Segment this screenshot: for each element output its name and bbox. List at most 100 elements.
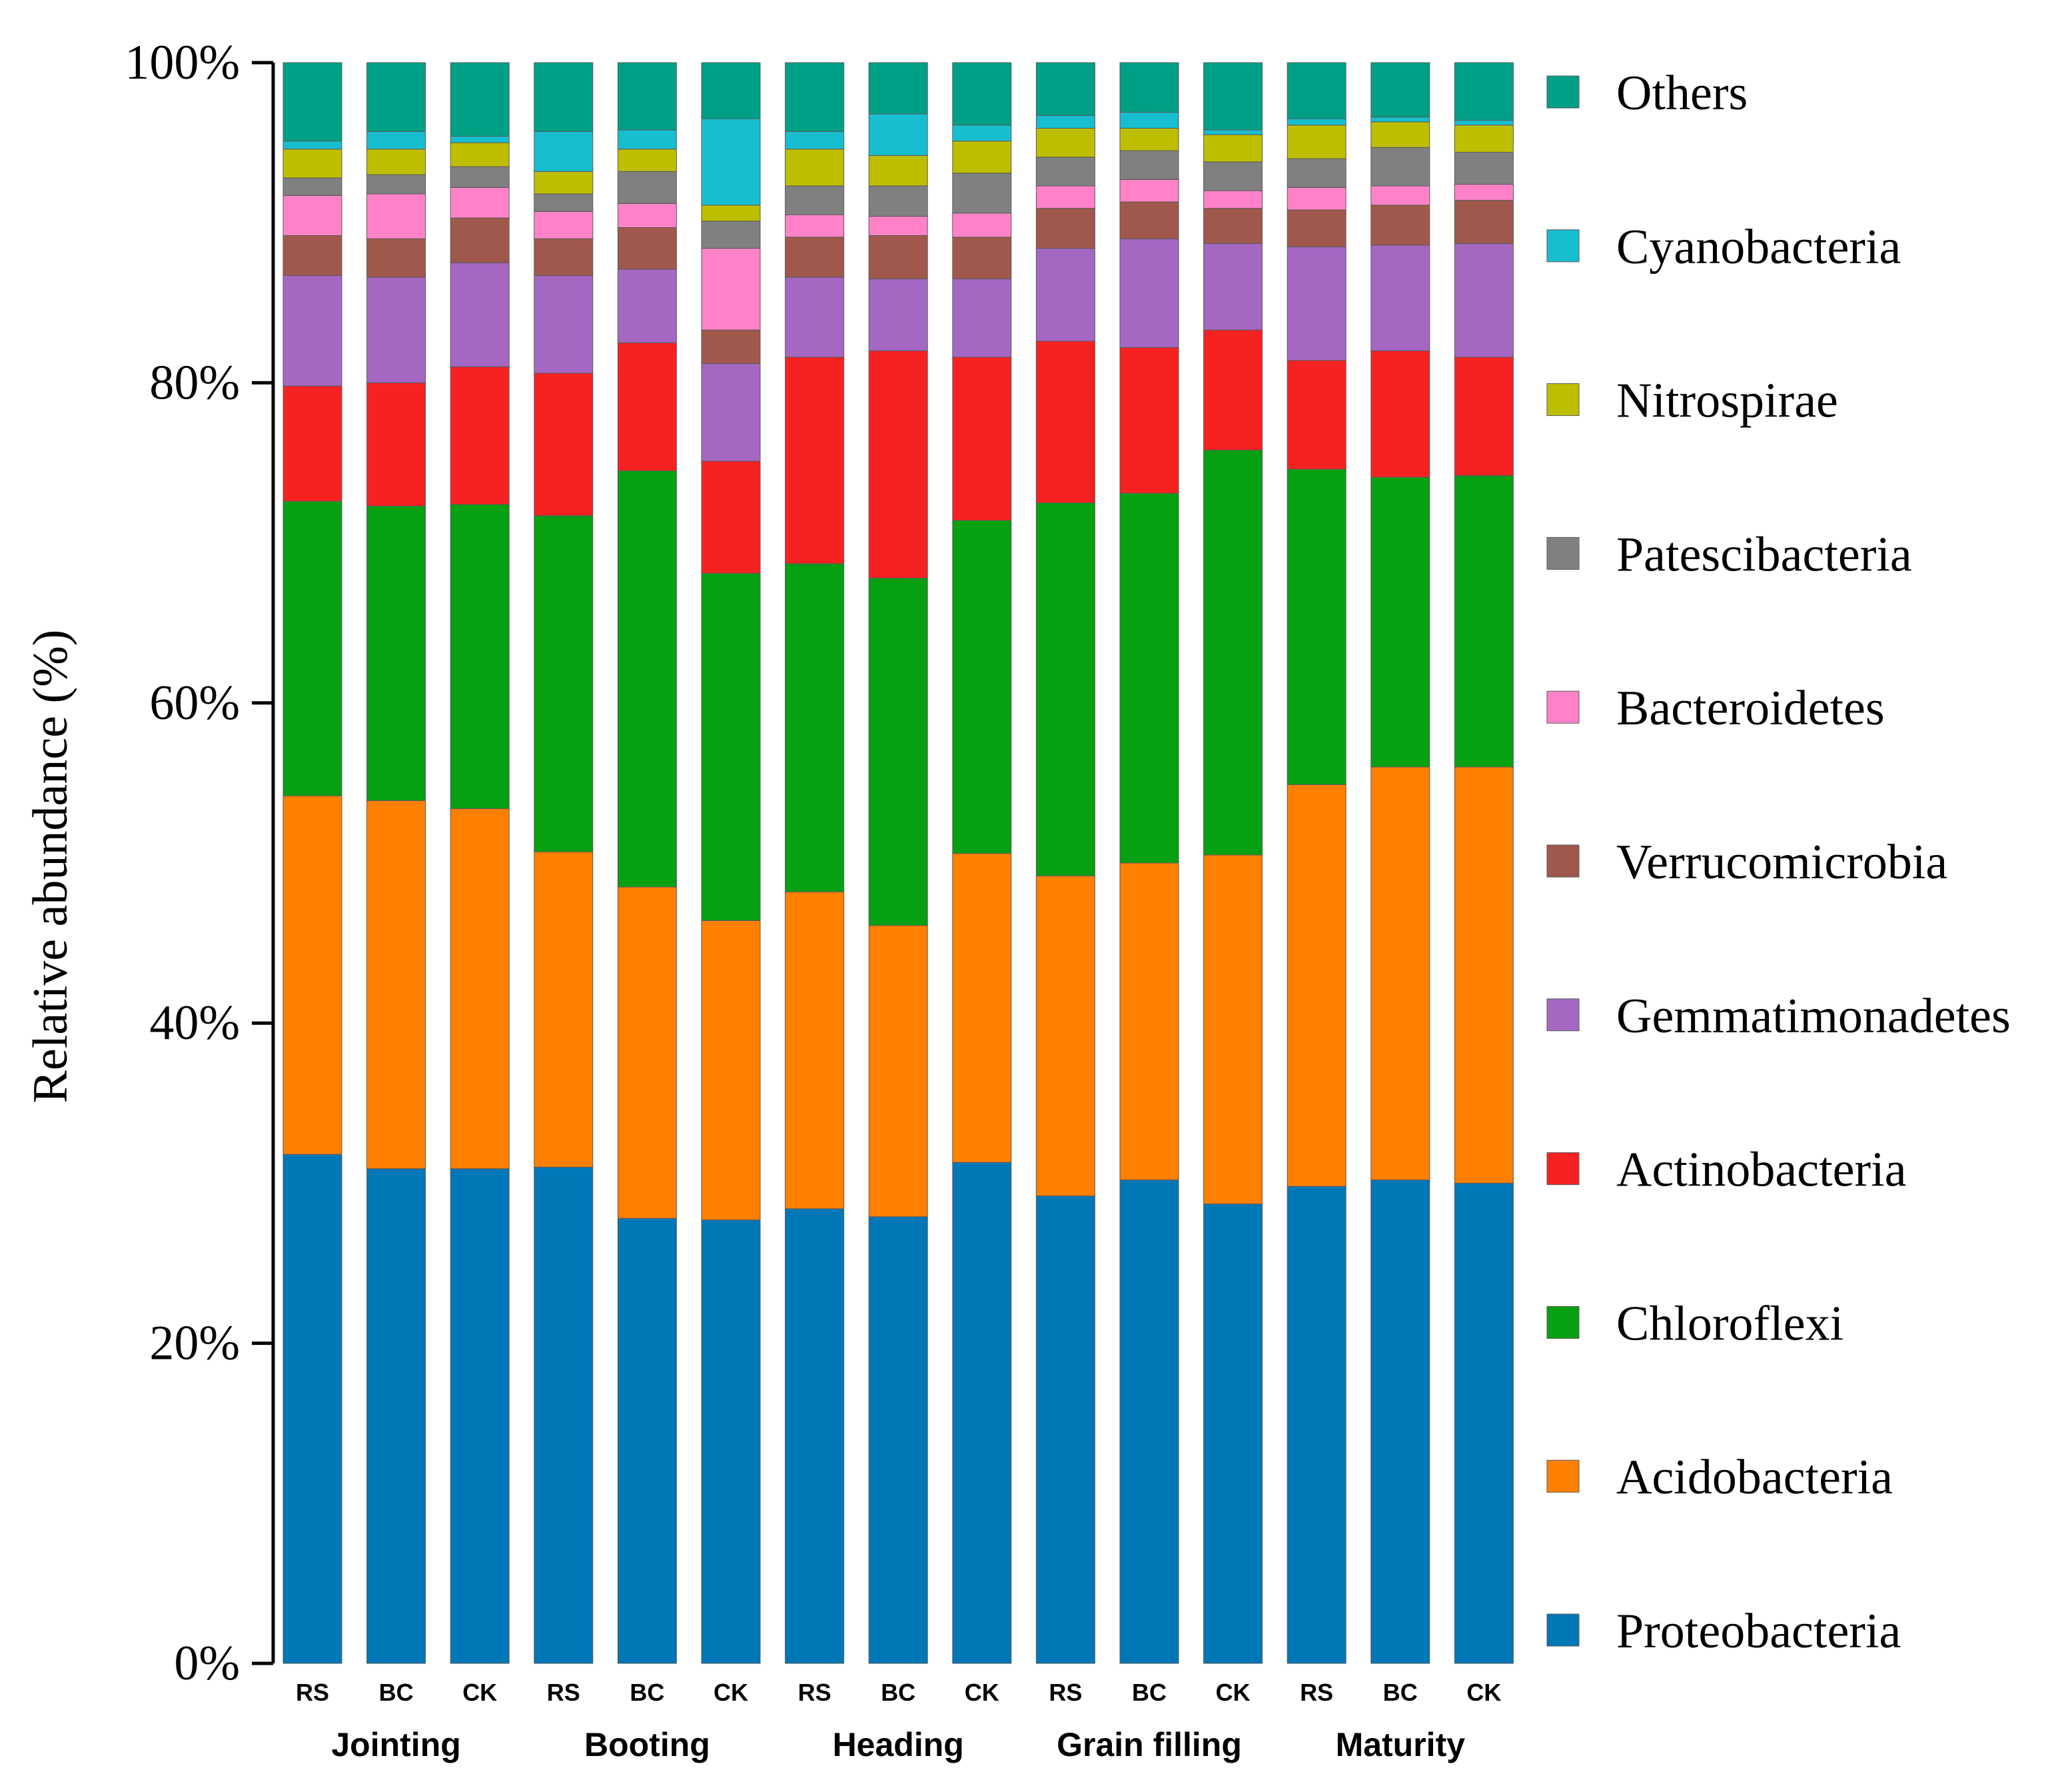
bar-segment-others-2 — [366, 62, 426, 132]
bar-segment-bacteroidetes-1 — [282, 195, 342, 236]
bar-segment-gemmatimonadetes-8 — [868, 278, 928, 351]
bar-segment-others-3 — [450, 62, 510, 137]
bar-label: RS — [296, 1679, 329, 1706]
bar-stack-8 — [868, 62, 928, 1664]
bar-segment-acidobacteria-9 — [952, 853, 1012, 1163]
bar-segment-verrucomicrobia-8 — [868, 235, 928, 279]
bar-segment-chloroflexi-8 — [868, 577, 928, 926]
bar-segment-chloroflexi-3 — [450, 504, 510, 809]
bar-segment-bacteroidetes-11 — [1119, 179, 1179, 203]
bar-segment-patescibacteria-14 — [1370, 147, 1430, 187]
bar-segment-bacteroidetes-6 — [701, 248, 761, 331]
group-label: Grain filling — [1057, 1726, 1242, 1763]
bar-label: CK — [714, 1679, 748, 1706]
bar-segment-patescibacteria-5 — [617, 171, 677, 204]
bar-segment-nitrospirae-8 — [868, 155, 928, 187]
bar-segment-proteobacteria-4 — [534, 1166, 594, 1664]
legend-swatch-chloroflexi — [1546, 1306, 1580, 1339]
bar-stack-1 — [282, 62, 342, 1664]
bar-stack-12 — [1203, 62, 1263, 1664]
bar-label: CK — [965, 1679, 999, 1706]
bar-segment-actinobacteria-5 — [617, 342, 677, 472]
bar-segment-verrucomicrobia-12 — [1203, 208, 1263, 244]
bar-segment-acidobacteria-5 — [617, 886, 677, 1219]
bar-segment-acidobacteria-2 — [366, 800, 426, 1170]
group-label: Heading — [833, 1726, 964, 1763]
bar-segment-cyanobacteria-10 — [1035, 115, 1095, 129]
bar-stack-11 — [1119, 62, 1179, 1664]
bar-segment-proteobacteria-5 — [617, 1218, 677, 1664]
bar-segment-patescibacteria-1 — [282, 177, 342, 196]
bar-segment-nitrospirae-9 — [952, 141, 1012, 174]
legend-label-patescibacteria: Patescibacteria — [1616, 527, 1912, 582]
bar-segment-nitrospirae-12 — [1203, 134, 1263, 163]
bar-segment-others-9 — [952, 62, 1012, 126]
bar-segment-nitrospirae-7 — [785, 149, 845, 187]
bar-segment-gemmatimonadetes-12 — [1203, 243, 1263, 331]
bar-segment-nitrospirae-4 — [534, 171, 594, 195]
bar-label: RS — [798, 1679, 831, 1706]
y-tick-label: 0% — [174, 1636, 240, 1691]
bar-segment-actinobacteria-2 — [366, 382, 426, 506]
bar-segment-cyanobacteria-1 — [282, 141, 342, 150]
group-label: Maturity — [1336, 1726, 1466, 1763]
bar-segment-chloroflexi-4 — [534, 515, 594, 852]
legend-swatch-patescibacteria — [1546, 536, 1580, 570]
bar-segment-nitrospirae-5 — [617, 149, 677, 172]
bar-segment-gemmatimonadetes-15 — [1454, 243, 1514, 358]
bar-segment-actinobacteria-13 — [1287, 360, 1346, 470]
bar-segment-gemmatimonadetes-3 — [450, 262, 510, 367]
legend-swatch-proteobacteria — [1546, 1613, 1580, 1647]
bar-segment-bacteroidetes-13 — [1287, 187, 1346, 211]
bar-stack-14 — [1370, 62, 1430, 1664]
y-tick-label: 20% — [149, 1316, 240, 1371]
bar-label: CK — [1216, 1679, 1251, 1706]
bar-segment-gemmatimonadetes-1 — [282, 275, 342, 387]
bar-segment-verrucomicrobia-4 — [534, 238, 594, 276]
bar-segment-cyanobacteria-14 — [1370, 117, 1430, 123]
bar-segment-cyanobacteria-9 — [952, 125, 1012, 142]
bar-label: BC — [1132, 1679, 1167, 1706]
bar-segment-bacteroidetes-2 — [366, 193, 426, 239]
bar-segment-nitrospirae-10 — [1035, 127, 1095, 158]
legend-swatch-actinobacteria — [1546, 1152, 1580, 1186]
bar-stack-5 — [617, 62, 677, 1664]
bar-segment-acidobacteria-7 — [785, 891, 845, 1210]
bar-stack-7 — [785, 62, 845, 1664]
bar-segment-patescibacteria-8 — [868, 185, 928, 217]
legend-label-bacteroidetes: Bacteroidetes — [1616, 681, 1885, 736]
bar-segment-bacteroidetes-10 — [1035, 185, 1095, 209]
legend-swatch-others — [1546, 75, 1580, 109]
bar-segment-others-4 — [534, 62, 594, 132]
bar-segment-actinobacteria-3 — [450, 366, 510, 505]
bar-segment-verrucomicrobia-3 — [450, 217, 510, 263]
bar-segment-others-1 — [282, 62, 342, 142]
bar-segment-proteobacteria-10 — [1035, 1196, 1095, 1664]
bar-segment-patescibacteria-4 — [534, 193, 594, 212]
bar-stack-2 — [366, 62, 426, 1664]
bar-segment-verrucomicrobia-5 — [617, 227, 677, 270]
bar-segment-patescibacteria-2 — [366, 174, 426, 195]
y-tick-label: 100% — [125, 35, 240, 90]
bar-label: BC — [630, 1679, 664, 1706]
bar-segment-chloroflexi-10 — [1035, 502, 1095, 876]
bar-label: RS — [1049, 1679, 1082, 1706]
legend-swatch-acidobacteria — [1546, 1459, 1580, 1493]
bar-segment-patescibacteria-12 — [1203, 161, 1263, 191]
bar-segment-patescibacteria-3 — [450, 166, 510, 188]
bar-segment-gemmatimonadetes-7 — [785, 277, 845, 358]
legend-label-acidobacteria: Acidobacteria — [1616, 1450, 1893, 1505]
bar-segment-cyanobacteria-5 — [617, 129, 677, 150]
bar-segment-verrucomicrobia-11 — [1119, 201, 1179, 239]
bar-label: RS — [547, 1679, 580, 1706]
bar-segment-acidobacteria-12 — [1203, 854, 1263, 1205]
bar-segment-actinobacteria-6 — [701, 460, 761, 574]
bar-segment-bacteroidetes-8 — [868, 216, 928, 236]
bar-stack-4 — [534, 62, 594, 1664]
bar-segment-nitrospirae-3 — [450, 142, 510, 167]
legend-label-others: Others — [1616, 66, 1748, 121]
bar-segment-acidobacteria-6 — [701, 920, 761, 1221]
bar-segment-bacteroidetes-15 — [1454, 184, 1514, 201]
bar-segment-gemmatimonadetes-6 — [701, 363, 761, 462]
